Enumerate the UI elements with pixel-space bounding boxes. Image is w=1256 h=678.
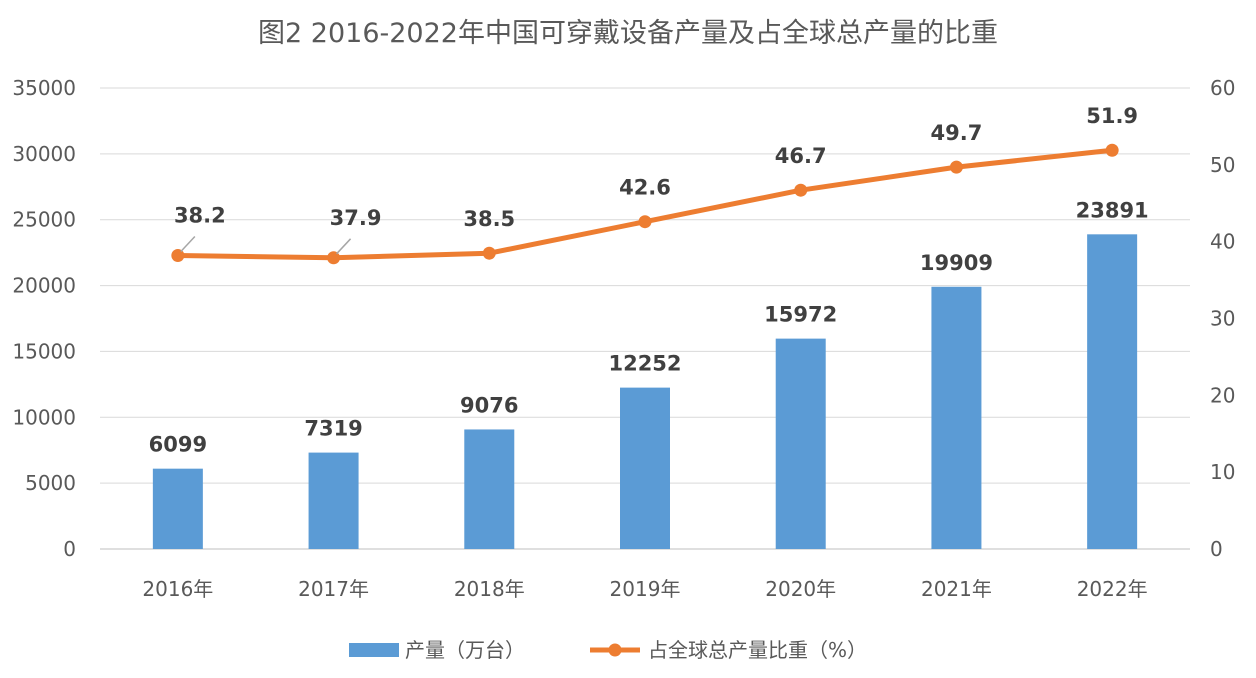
x-axis-tick-label: 2016年 — [142, 577, 213, 601]
line-marker — [482, 246, 496, 260]
bar — [464, 429, 515, 549]
x-axis-tick-label: 2021年 — [921, 577, 992, 601]
line-marker — [1105, 143, 1119, 157]
line-series — [177, 147, 1113, 261]
line-marker — [327, 251, 341, 265]
bar — [1087, 234, 1138, 549]
right-axis-tick-label: 0 — [1210, 537, 1223, 561]
left-axis-tick-label: 5000 — [25, 471, 76, 495]
legend-label-line: 占全球总产量比重（%） — [648, 638, 867, 662]
line-data-label: 51.9 — [1086, 104, 1138, 128]
right-axis-tick-label: 20 — [1210, 383, 1235, 407]
x-axis-tick-label: 2022年 — [1077, 577, 1148, 601]
leader-line — [180, 235, 196, 253]
left-axis-tick-label: 20000 — [12, 274, 76, 298]
bar-data-label: 15972 — [764, 303, 837, 327]
left-axis-tick-label: 30000 — [12, 142, 76, 166]
legend-label-bar: 产量（万台） — [405, 638, 525, 662]
right-axis-tick-label: 50 — [1210, 153, 1235, 177]
line-data-label: 37.9 — [330, 206, 382, 230]
right-axis-tick-label: 30 — [1210, 307, 1235, 331]
bar — [308, 452, 359, 549]
bar-data-label: 23891 — [1076, 198, 1149, 222]
x-axis-tick-label: 2019年 — [610, 577, 681, 601]
bar — [775, 338, 826, 549]
line-marker — [638, 215, 652, 229]
line-data-label: 38.2 — [174, 203, 226, 227]
line-marker — [949, 160, 963, 174]
right-axis-tick-label: 10 — [1210, 460, 1235, 484]
line-marker — [794, 183, 808, 197]
bar-data-label: 6099 — [149, 433, 207, 457]
bar — [931, 286, 982, 549]
line-data-label: 46.7 — [775, 144, 827, 168]
bar-data-label: 12252 — [608, 352, 681, 376]
bar-data-label: 9076 — [460, 393, 518, 417]
x-axis-tick-label: 2020年 — [765, 577, 836, 601]
right-axis-tick-label: 60 — [1210, 76, 1235, 100]
legend-swatch-bar — [349, 643, 399, 657]
bar — [620, 387, 670, 549]
legend-swatch-marker — [608, 643, 622, 657]
line-data-label: 49.7 — [931, 121, 983, 145]
line-data-label: 42.6 — [619, 176, 671, 200]
line-data-label: 38.5 — [463, 207, 515, 231]
bar — [152, 468, 203, 549]
chart-title: 图2 2016-2022年中国可穿戴设备产量及占全球总产量的比重 — [258, 18, 998, 49]
left-axis-tick-label: 25000 — [12, 208, 76, 232]
bar-data-label: 19909 — [920, 251, 993, 275]
left-axis-tick-label: 15000 — [12, 339, 76, 363]
bar-data-label: 7319 — [304, 417, 362, 441]
x-axis-tick-label: 2017年 — [298, 577, 369, 601]
left-axis-tick-label: 10000 — [12, 405, 76, 429]
legend: 产量（万台） 占全球总产量比重（%） — [349, 638, 867, 662]
line-marker — [171, 248, 185, 262]
right-axis-tick-label: 40 — [1210, 230, 1235, 254]
x-axis-tick-label: 2018年 — [454, 577, 525, 601]
left-axis-tick-label: 0 — [63, 537, 76, 561]
left-axis-tick-label: 35000 — [12, 76, 76, 100]
leader-line — [336, 238, 352, 255]
